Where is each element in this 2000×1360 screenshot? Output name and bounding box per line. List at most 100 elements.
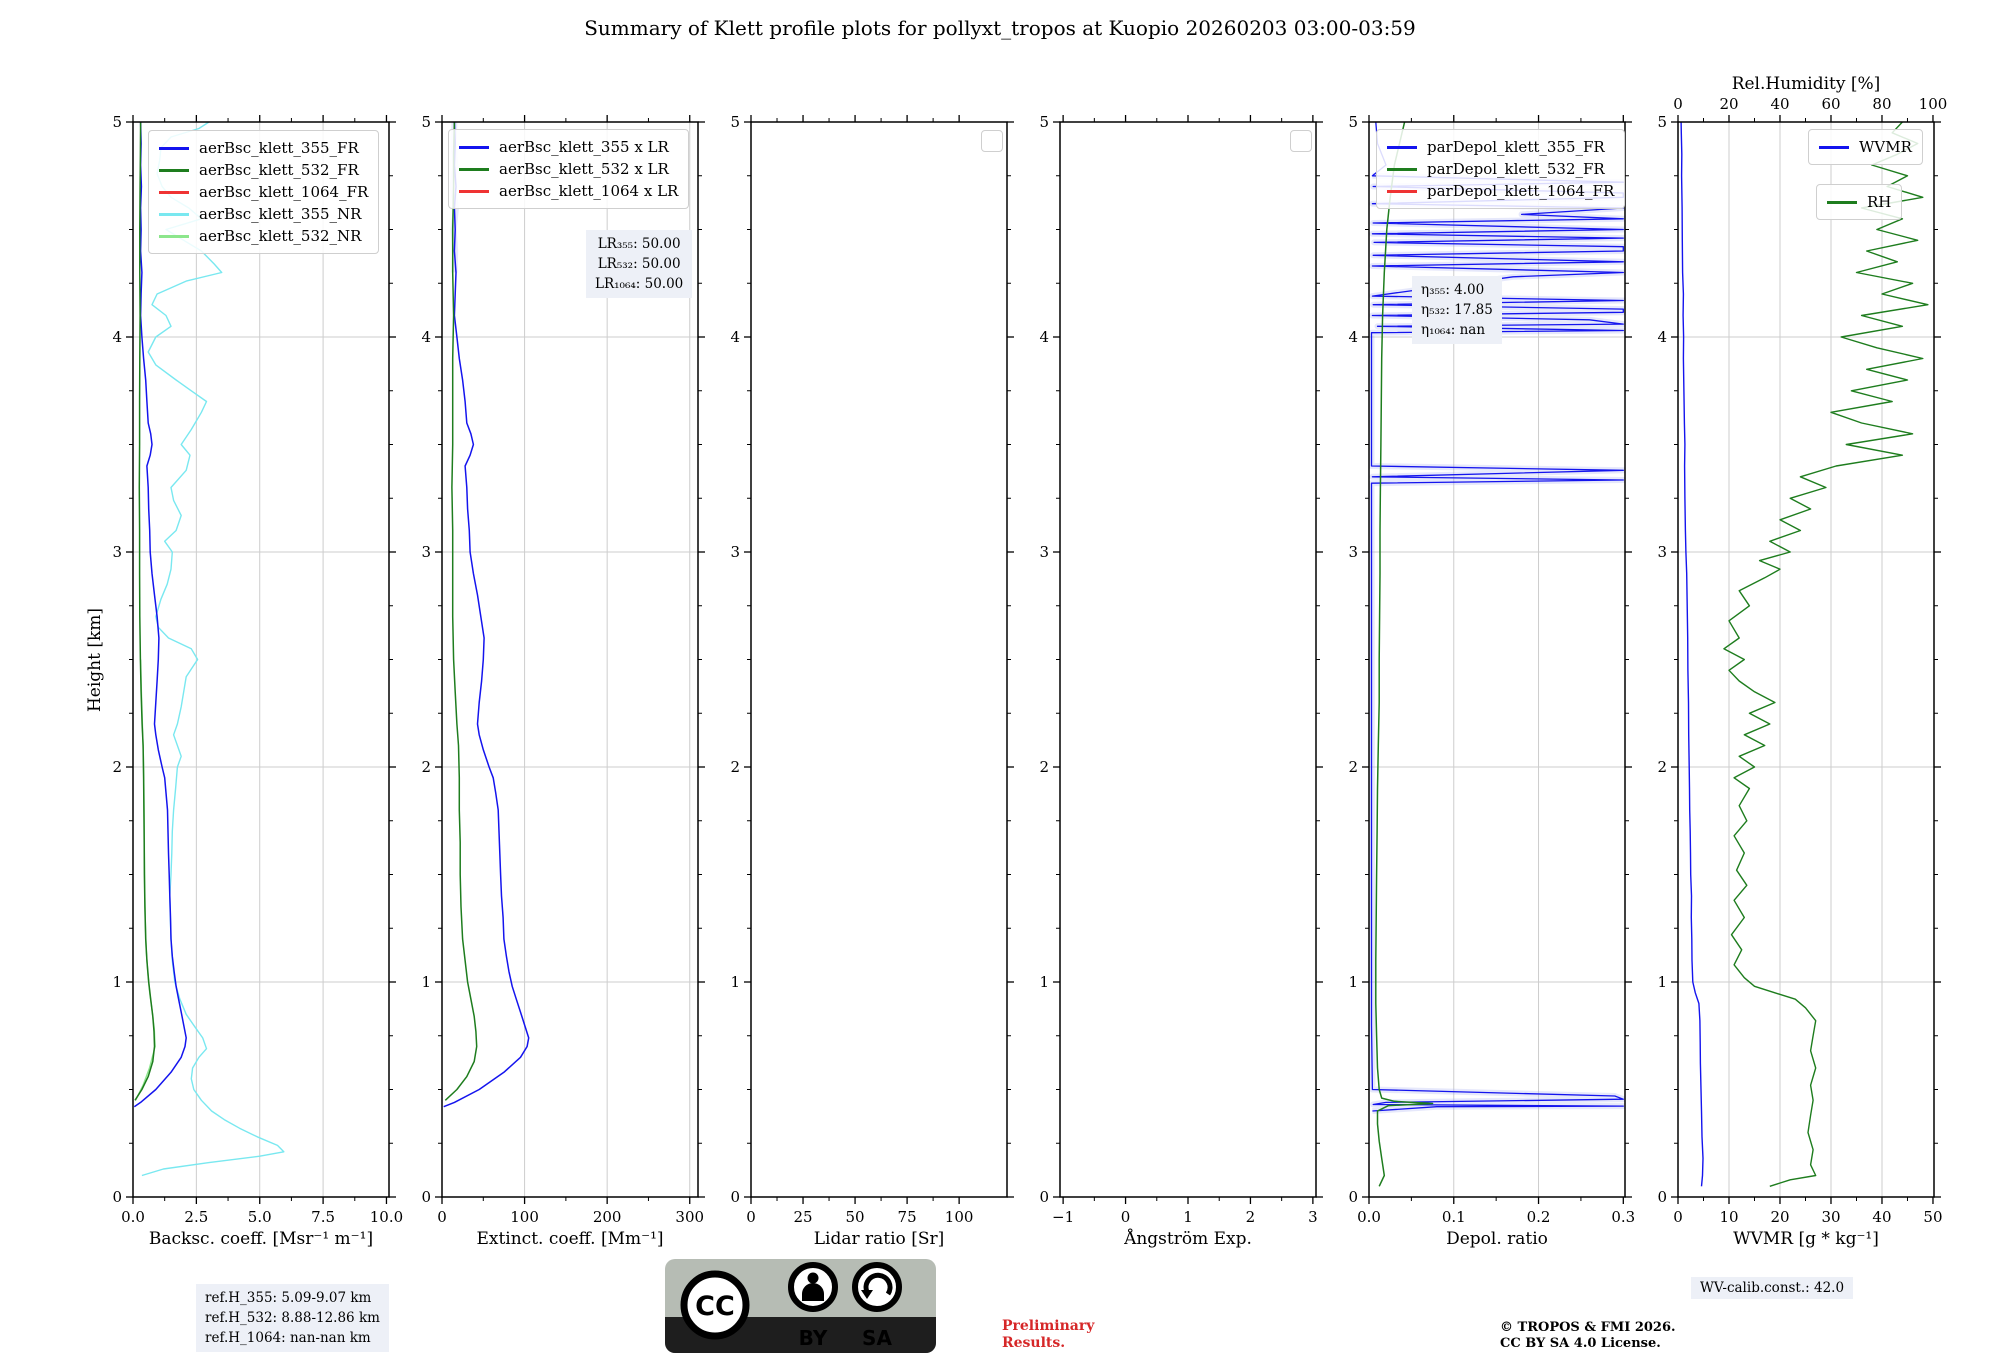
legend-entry: aerBsc_klett_1064 x LR (459, 180, 678, 202)
legend-label: WVMR (1859, 138, 1912, 156)
plot-wvmr: 0 10 20 30 40 50 0 20 40 60 80 100 0 1 2 3 4 5 (1657, 95, 1947, 1226)
legend-label: aerBsc_klett_1064 x LR (499, 182, 679, 200)
svg-text:5: 5 (730, 113, 740, 131)
cc-icon: CC (680, 1270, 750, 1340)
svg-text:3: 3 (112, 543, 122, 561)
empty-legend-lidar-ratio (981, 130, 1003, 152)
svg-text:1: 1 (730, 973, 740, 991)
lr-532-value: LR₅₃₂: 50.00 (597, 256, 681, 272)
cc-sa-icon (852, 1262, 902, 1312)
series-parDepol_klett_532_FR (1375, 122, 1434, 1187)
eta-1064-value: η₁₀₆₄: nan (1421, 322, 1486, 338)
legend-depol: parDepol_klett_355_FR parDepol_klett_532_… (1376, 129, 1626, 209)
legend-label: aerBsc_klett_355 x LR (499, 138, 669, 156)
legend-line-sample (1387, 145, 1417, 149)
x-axis-label-lidar-ratio: Lidar ratio [Sr] (813, 1229, 945, 1249)
legend-label: RH (1867, 193, 1892, 211)
series-aerBsc_klett_532_NR (134, 659, 156, 1101)
preliminary-line2: Results. (1002, 1335, 1066, 1351)
svg-text:1: 1 (1657, 973, 1667, 991)
svg-text:100: 100 (1919, 95, 1948, 113)
legend-entry: aerBsc_klett_1064_FR (159, 181, 368, 203)
legend-label: aerBsc_klett_355_NR (199, 205, 362, 223)
series-aerBsc_klett_532_FR (134, 122, 156, 1101)
top-axis-label-rh: Rel.Humidity [%] (1731, 74, 1881, 94)
svg-text:2: 2 (421, 758, 431, 776)
legend-rh: RH (1816, 184, 1903, 220)
legend-line-sample (159, 212, 189, 216)
legend-entry: aerBsc_klett_532 x LR (459, 158, 678, 180)
legend-line-sample (459, 145, 489, 149)
legend-entry: parDepol_klett_1064_FR (1387, 180, 1614, 202)
svg-text:75: 75 (898, 1208, 917, 1226)
legend-entry: aerBsc_klett_532_NR (159, 225, 368, 247)
y-axis-label: Height [km] (85, 607, 105, 713)
svg-text:3: 3 (1348, 543, 1358, 561)
legend-entry: parDepol_klett_355_FR (1387, 136, 1614, 158)
svg-text:0: 0 (1657, 1188, 1667, 1206)
svg-text:20: 20 (1770, 1208, 1789, 1226)
legend-label: aerBsc_klett_355_FR (199, 139, 359, 157)
legend-line-sample (159, 190, 189, 194)
eta-532-value: η₅₃₂: 17.85 (1421, 302, 1493, 318)
legend-backsc: aerBsc_klett_355_FR aerBsc_klett_532_FR ae… (148, 130, 380, 254)
svg-text:4: 4 (1348, 328, 1358, 346)
svg-text:0.0: 0.0 (121, 1208, 145, 1226)
legend-line-sample (159, 146, 189, 150)
copyright-line1: © TROPOS & FMI 2026. (1500, 1320, 1676, 1335)
svg-text:40: 40 (1770, 95, 1789, 113)
svg-text:0: 0 (112, 1188, 122, 1206)
svg-text:20: 20 (1719, 95, 1738, 113)
svg-text:3: 3 (730, 543, 740, 561)
x-axis-label-backsc: Backsc. coeff. [Msr⁻¹ m⁻¹] (148, 1229, 374, 1249)
svg-text:2: 2 (1246, 1208, 1256, 1226)
svg-text:5: 5 (421, 113, 431, 131)
series-aerBsc_klett_355_NR (141, 122, 285, 1177)
ref-h-1064: ref.H_1064: nan-nan km (205, 1330, 371, 1346)
svg-text:0: 0 (730, 1188, 740, 1206)
legend-entry: aerBsc_klett_355 x LR (459, 136, 678, 158)
svg-text:40: 40 (1872, 1208, 1891, 1226)
legend-line-sample (1819, 145, 1849, 149)
legend-label: parDepol_klett_1064_FR (1427, 182, 1615, 200)
svg-text:300: 300 (675, 1208, 704, 1226)
svg-text:0: 0 (746, 1208, 756, 1226)
series-aerBsc_klett_355_FR (133, 122, 187, 1108)
svg-text:2: 2 (1348, 758, 1358, 776)
lr-355-value: LR₃₅₅: 50.00 (597, 236, 681, 252)
ref-h-355: ref.H_355: 5.09-9.07 km (205, 1290, 372, 1306)
svg-text:0.0: 0.0 (1357, 1208, 1381, 1226)
series-aerBsc_klett_532_x_LR (444, 122, 478, 1101)
svg-text:2: 2 (730, 758, 740, 776)
svg-text:0.1: 0.1 (1442, 1208, 1466, 1226)
legend-label: parDepol_klett_355_FR (1427, 138, 1605, 156)
svg-text:4: 4 (1657, 328, 1667, 346)
svg-text:4: 4 (421, 328, 431, 346)
legend-entry: WVMR (1819, 136, 1912, 158)
svg-text:200: 200 (593, 1208, 622, 1226)
svg-text:3: 3 (1308, 1208, 1318, 1226)
svg-text:1: 1 (421, 973, 431, 991)
svg-text:3: 3 (421, 543, 431, 561)
lidar-ratio-annotation: LR₃₅₅: 50.00 LR₅₃₂: 50.00 LR₁₀₆₄: 50.00 (586, 230, 693, 298)
svg-text:80: 80 (1872, 95, 1891, 113)
svg-text:5: 5 (1657, 113, 1667, 131)
svg-text:4: 4 (1039, 328, 1049, 346)
legend-line-sample (1387, 167, 1417, 171)
svg-text:4: 4 (730, 328, 740, 346)
lr-1064-value: LR₁₀₆₄: 50.00 (595, 276, 684, 292)
plot-lidar-ratio: 0 25 50 75 100 0 1 2 3 4 5 (730, 113, 1014, 1226)
legend-line-sample (459, 189, 489, 193)
svg-text:3: 3 (1039, 543, 1049, 561)
svg-text:0: 0 (1673, 95, 1683, 113)
figure-title: Summary of Klett profile plots for polly… (584, 16, 1416, 40)
legend-entry: aerBsc_klett_355_FR (159, 137, 368, 159)
svg-text:1: 1 (1183, 1208, 1193, 1226)
wv-calib-annotation: WV-calib.const.: 42.0 (1691, 1277, 1854, 1299)
legend-label: aerBsc_klett_1064_FR (199, 183, 369, 201)
svg-text:50: 50 (846, 1208, 865, 1226)
plot-backsc: 0.0 2.5 5.0 7.5 10.0 0 1 2 3 4 5 (112, 113, 403, 1226)
svg-text:30: 30 (1821, 1208, 1840, 1226)
